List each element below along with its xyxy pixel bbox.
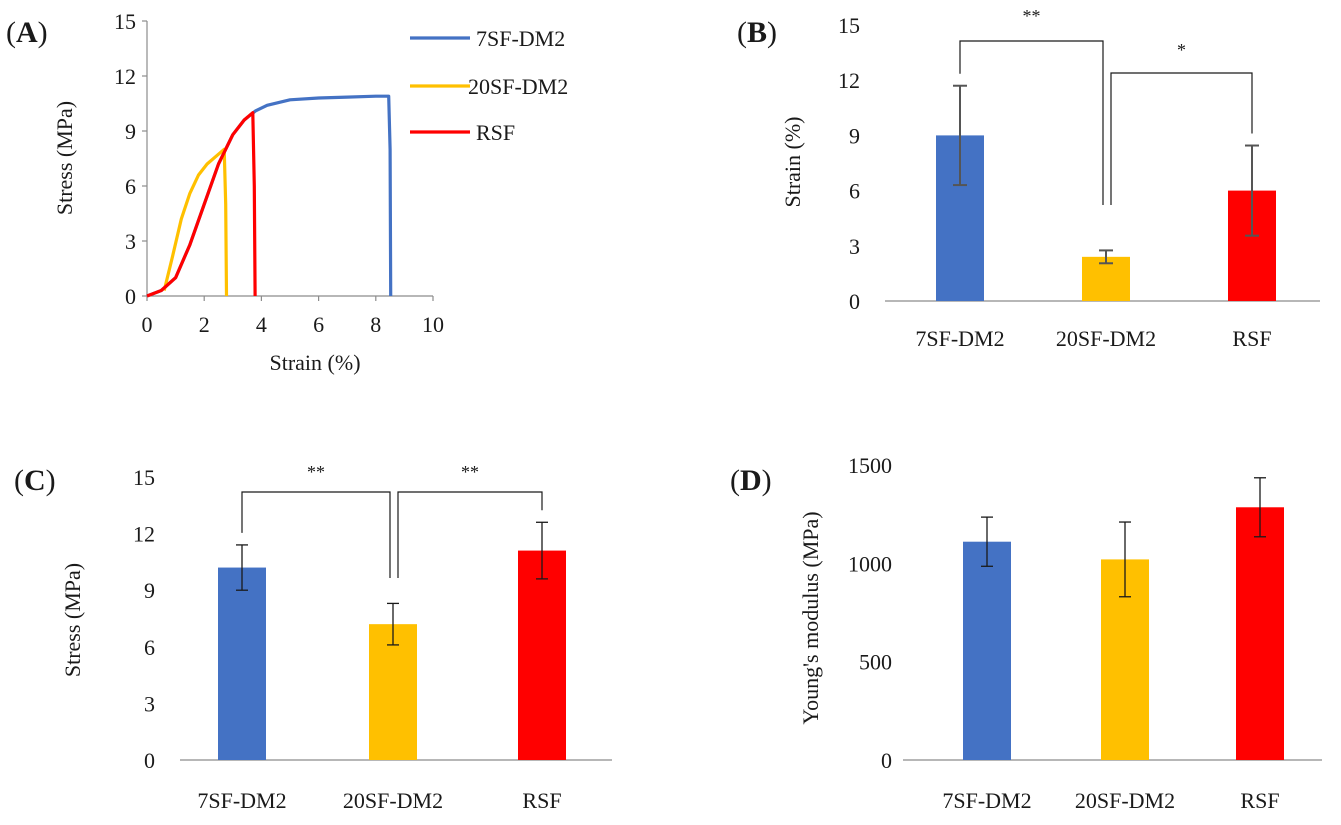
- panel-label-letter: C: [24, 464, 46, 497]
- panel-label-paren-close: ): [38, 16, 48, 49]
- panel-label-letter: D: [740, 464, 762, 497]
- y-tick-label: 1000: [848, 551, 892, 576]
- bar-7sf-dm2: [963, 541, 1011, 760]
- x-tick-label: 4: [256, 312, 267, 337]
- y-axis-title: Stress (MPa): [60, 563, 85, 677]
- y-tick-label: 12: [114, 64, 136, 89]
- panel-label-paren-close: ): [46, 464, 56, 497]
- series-line-7sf-dm2: [146, 94, 393, 298]
- significance-label: **: [1023, 6, 1041, 26]
- y-tick-label: 9: [144, 578, 155, 603]
- significance-bracket: [959, 40, 1104, 205]
- x-tick-label: 2: [199, 312, 210, 337]
- legend-label-7sf-dm2: 7SF-DM2: [476, 26, 565, 51]
- y-tick-label: 6: [125, 174, 136, 199]
- y-tick-label: 1500: [848, 453, 892, 478]
- y-tick-label: 15: [838, 13, 860, 38]
- bar-7sf-dm2: [218, 567, 266, 760]
- legend-label-rsf: RSF: [476, 120, 515, 145]
- y-tick-label: 0: [881, 748, 892, 773]
- x-tick-label: 6: [313, 312, 324, 337]
- bar-rsf: [518, 550, 566, 760]
- x-axis-title: Strain (%): [269, 350, 360, 375]
- y-tick-label: 0: [125, 284, 136, 309]
- x-tick-label: 20SF-DM2: [1075, 788, 1175, 813]
- series-line-rsf: [146, 111, 257, 298]
- x-tick-label: 8: [370, 312, 381, 337]
- y-tick-label: 12: [133, 522, 155, 547]
- x-tick-label: 7SF-DM2: [197, 788, 286, 813]
- panel-label-paren-open: (: [6, 16, 16, 49]
- panel-label-paren-close: ): [767, 16, 777, 49]
- y-tick-label: 0: [144, 748, 155, 773]
- x-tick-label: 20SF-DM2: [1056, 326, 1156, 351]
- panel-label-paren-open: (: [737, 16, 747, 49]
- bar-rsf: [1236, 507, 1284, 760]
- panel-a: (A) 0 3 6 9 12 15 0 2 4 6 8 10 Stress (MPa) Strain (%)…: [6, 9, 568, 375]
- panel-label-paren-close: ): [762, 464, 772, 497]
- y-tick-label: 0: [849, 289, 860, 314]
- y-tick-label: 3: [144, 691, 155, 716]
- y-tick-label: 3: [849, 234, 860, 259]
- series-line-20sf-dm2: [162, 147, 229, 297]
- panel-label-paren-open: (: [14, 464, 24, 497]
- y-tick-label: 6: [849, 179, 860, 204]
- panel-b: (B) 0 3 6 9 12 15 Strain (%) 7SF-DM2 20SF-DM2 RSF *…: [737, 6, 1320, 351]
- bar-20sf-dm2: [369, 624, 417, 760]
- x-tick-label: 7SF-DM2: [942, 788, 1031, 813]
- y-axis-title: Strain (%): [780, 116, 805, 207]
- panel-label-d: (D): [730, 464, 772, 497]
- panel-label-a: (A): [6, 16, 48, 49]
- panel-d: (D) 0 500 1000 1500 Young's modulus (MPa) 7SF-…: [730, 453, 1322, 813]
- y-tick-label: 3: [125, 229, 136, 254]
- y-tick-label: 500: [859, 650, 892, 675]
- y-axis-title: Young's modulus (MPa): [798, 511, 823, 724]
- x-tick-label: RSF: [1232, 326, 1271, 351]
- significance-bracket: [1110, 72, 1253, 205]
- y-tick-label: 15: [133, 465, 155, 490]
- x-tick-label: 7SF-DM2: [915, 326, 1004, 351]
- panel-label-b: (B): [737, 16, 777, 49]
- panel-label-letter: B: [747, 16, 767, 49]
- y-tick-label: 9: [849, 123, 860, 148]
- y-tick-label: 12: [838, 68, 860, 93]
- panel-label-letter: A: [16, 16, 38, 49]
- x-tick-label: RSF: [1240, 788, 1279, 813]
- x-tick-label: 10: [422, 312, 444, 337]
- y-tick-label: 9: [125, 119, 136, 144]
- y-tick-label: 6: [144, 635, 155, 660]
- x-tick-label: 20SF-DM2: [343, 788, 443, 813]
- panel-c: (C) 0 3 6 9 12 15 Stress (MPa) 7SF-DM2 20SF-DM2 RS…: [14, 462, 612, 813]
- significance-label: *: [1177, 40, 1186, 60]
- x-tick-label: RSF: [522, 788, 561, 813]
- legend-label-20sf-dm2: 20SF-DM2: [468, 74, 568, 99]
- significance-bracket: [397, 491, 543, 578]
- panel-label-paren-open: (: [730, 464, 740, 497]
- significance-label: **: [307, 462, 325, 482]
- x-tick-label: 0: [142, 312, 153, 337]
- significance-label: **: [461, 462, 479, 482]
- y-tick-label: 15: [114, 9, 136, 34]
- y-axis-title: Stress (MPa): [52, 101, 77, 215]
- significance-bracket: [241, 491, 391, 578]
- panel-label-c: (C): [14, 464, 56, 497]
